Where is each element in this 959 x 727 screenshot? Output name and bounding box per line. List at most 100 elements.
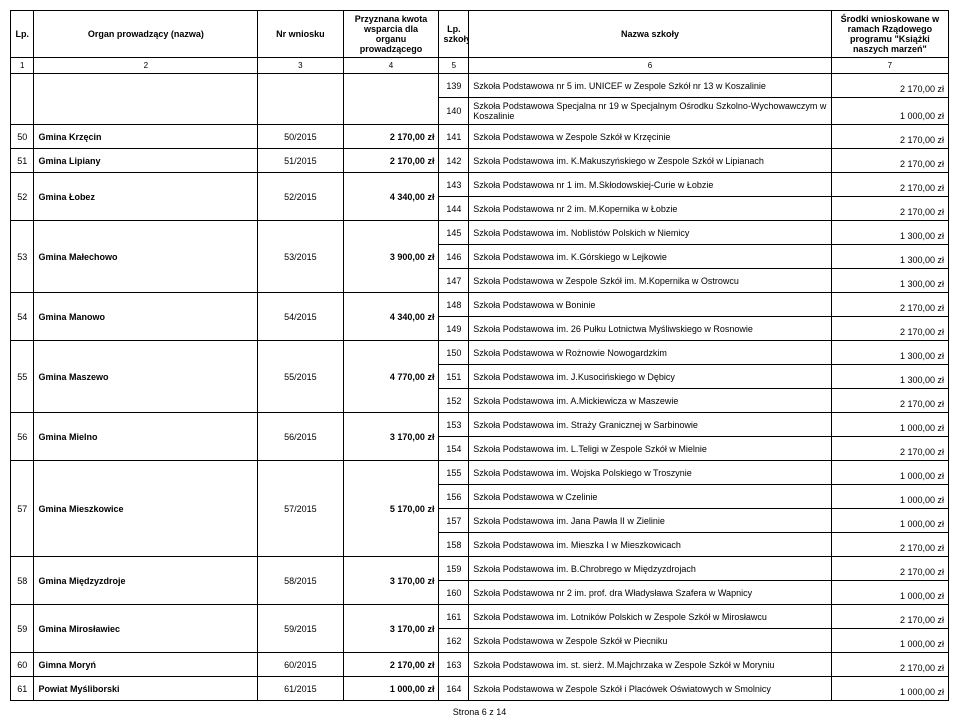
cell-lps: 153 [439,413,469,437]
table-row: 54Gmina Manowo54/20154 340,00 zł148Szkoł… [11,293,949,317]
cell-srodki: 1 000,00 zł [831,629,948,653]
cell-kwota: 2 170,00 zł [343,149,439,173]
cell-lps: 151 [439,365,469,389]
cell-lp [11,74,34,125]
cell-nr: 50/2015 [258,125,343,149]
cell-nr: 52/2015 [258,173,343,221]
cell-lp: 57 [11,461,34,557]
cell-kwota [343,74,439,125]
cell-srodki: 2 170,00 zł [831,317,948,341]
cell-srodki: 2 170,00 zł [831,557,948,581]
cell-srodki: 2 170,00 zł [831,605,948,629]
cell-nr: 60/2015 [258,653,343,677]
cell-organ: Gmina Krzęcin [34,125,258,149]
cell-lp: 54 [11,293,34,341]
cell-lp: 51 [11,149,34,173]
cell-srodki: 1 000,00 zł [831,461,948,485]
cell-kwota: 4 340,00 zł [343,173,439,221]
cell-nr: 54/2015 [258,293,343,341]
cell-srodki: 1 000,00 zł [831,677,948,701]
cell-srodki: 1 300,00 zł [831,221,948,245]
cell-organ: Gmina Łobez [34,173,258,221]
cell-lps: 157 [439,509,469,533]
cell-srodki: 1 300,00 zł [831,245,948,269]
cell-nr: 59/2015 [258,605,343,653]
cell-kwota: 5 170,00 zł [343,461,439,557]
cell-szkola: Szkoła Podstawowa w Boninie [469,293,831,317]
cell-kwota: 4 340,00 zł [343,293,439,341]
table-row: 60Gimna Moryń60/20152 170,00 zł163Szkoła… [11,653,949,677]
cell-srodki: 2 170,00 zł [831,437,948,461]
cell-kwota: 1 000,00 zł [343,677,439,701]
cell-organ: Gmina Mirosławiec [34,605,258,653]
cell-srodki: 1 000,00 zł [831,581,948,605]
h-kwota: Przyznana kwota wsparcia dla organu prow… [343,11,439,58]
cell-srodki: 2 170,00 zł [831,74,948,98]
cell-kwota: 2 170,00 zł [343,653,439,677]
cell-szkola: Szkoła Podstawowa nr 2 im. M.Kopernika w… [469,197,831,221]
cell-lps: 164 [439,677,469,701]
page-footer: Strona 6 z 14 [10,707,949,717]
cell-organ: Gmina Manowo [34,293,258,341]
cell-organ [34,74,258,125]
table-row: 57Gmina Mieszkowice57/20155 170,00 zł155… [11,461,949,485]
cell-szkola: Szkoła Podstawowa im. st. sierż. M.Majch… [469,653,831,677]
cell-lp: 52 [11,173,34,221]
cell-lps: 150 [439,341,469,365]
cell-srodki: 2 170,00 zł [831,533,948,557]
cell-szkola: Szkoła Podstawowa w Zespole Szkół w Krzę… [469,125,831,149]
cell-kwota: 3 170,00 zł [343,605,439,653]
cell-nr: 58/2015 [258,557,343,605]
cell-szkola: Szkoła Podstawowa w Zespole Szkół im. M.… [469,269,831,293]
cell-organ: Gmina Mieszkowice [34,461,258,557]
cell-lps: 156 [439,485,469,509]
cell-lps: 143 [439,173,469,197]
coln-7: 7 [831,58,948,74]
coln-6: 6 [469,58,831,74]
cell-lps: 159 [439,557,469,581]
coln-4: 4 [343,58,439,74]
cell-lp: 55 [11,341,34,413]
cell-szkola: Szkoła Podstawowa im. K.Makuszyńskiego w… [469,149,831,173]
h-organ: Organ prowadzący (nazwa) [34,11,258,58]
cell-lp: 60 [11,653,34,677]
coln-3: 3 [258,58,343,74]
cell-kwota: 4 770,00 zł [343,341,439,413]
cell-szkola: Szkoła Podstawowa im. Mieszka I w Mieszk… [469,533,831,557]
table-row: 139Szkoła Podstawowa nr 5 im. UNICEF w Z… [11,74,949,98]
cell-lps: 160 [439,581,469,605]
cell-lps: 163 [439,653,469,677]
cell-kwota: 3 900,00 zł [343,221,439,293]
cell-szkola: Szkoła Podstawowa w Zespole Szkół i Plac… [469,677,831,701]
cell-szkola: Szkoła Podstawowa im. Straży Granicznej … [469,413,831,437]
cell-szkola: Szkoła Podstawowa im. Jana Pawła II w Zi… [469,509,831,533]
cell-lps: 142 [439,149,469,173]
cell-szkola: Szkoła Podstawowa im. Lotników Polskich … [469,605,831,629]
cell-srodki: 1 000,00 zł [831,485,948,509]
table-row: 59Gmina Mirosławiec59/20153 170,00 zł161… [11,605,949,629]
cell-srodki: 2 170,00 zł [831,653,948,677]
cell-organ: Gmina Małechowo [34,221,258,293]
cell-szkola: Szkoła Podstawowa nr 5 im. UNICEF w Zesp… [469,74,831,98]
table-row: 52Gmina Łobez52/20154 340,00 zł143Szkoła… [11,173,949,197]
cell-kwota: 2 170,00 zł [343,125,439,149]
cell-nr: 55/2015 [258,341,343,413]
h-szkola: Nazwa szkoły [469,11,831,58]
cell-szkola: Szkoła Podstawowa im. 26 Pułku Lotnictwa… [469,317,831,341]
cell-lp: 56 [11,413,34,461]
cell-szkola: Szkoła Podstawowa nr 1 im. M.Skłodowskie… [469,173,831,197]
cell-szkola: Szkoła Podstawowa w Rożnowie Nowogardzki… [469,341,831,365]
cell-srodki: 2 170,00 zł [831,389,948,413]
h-lps: Lp. szkoły [439,11,469,58]
cell-srodki: 2 170,00 zł [831,149,948,173]
table-row: 61Powiat Myśliborski61/20151 000,00 zł16… [11,677,949,701]
table-row: 53Gmina Małechowo53/20153 900,00 zł145Sz… [11,221,949,245]
cell-lps: 147 [439,269,469,293]
cell-szkola: Szkoła Podstawowa im. A.Mickiewicza w Ma… [469,389,831,413]
cell-lp: 53 [11,221,34,293]
cell-srodki: 2 170,00 zł [831,125,948,149]
table-row: 56Gmina Mielno56/20153 170,00 zł153Szkoł… [11,413,949,437]
h-srodki: Środki wnioskowane w ramach Rządowego pr… [831,11,948,58]
cell-srodki: 2 170,00 zł [831,293,948,317]
cell-srodki: 1 000,00 zł [831,413,948,437]
